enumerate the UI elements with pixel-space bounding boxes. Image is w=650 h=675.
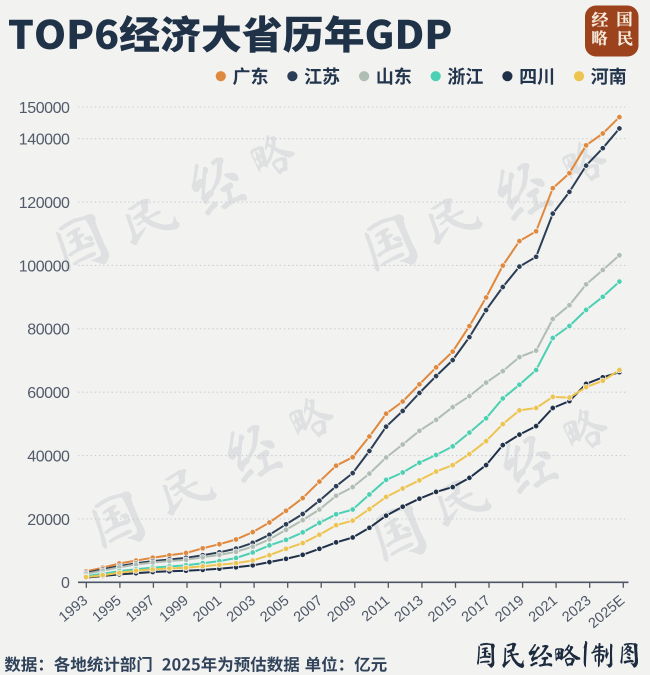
svg-text:20000: 20000 [27,512,70,529]
svg-text:120000: 120000 [19,195,70,212]
svg-text:100000: 100000 [19,258,70,275]
svg-text:2021: 2021 [526,593,561,626]
svg-text:1997: 1997 [123,593,158,626]
svg-text:40000: 40000 [27,449,70,466]
svg-text:1999: 1999 [157,593,192,626]
svg-text:2009: 2009 [325,593,360,626]
svg-text:2019: 2019 [492,593,527,626]
svg-text:80000: 80000 [27,322,70,339]
svg-text:2005: 2005 [257,593,292,626]
svg-text:2003: 2003 [224,593,259,626]
svg-text:1995: 1995 [90,593,125,626]
svg-text:2015: 2015 [425,593,460,626]
svg-text:2011: 2011 [359,593,393,625]
svg-text:2007: 2007 [291,593,326,626]
svg-text:2013: 2013 [392,593,427,626]
svg-text:60000: 60000 [27,385,70,402]
svg-text:140000: 140000 [19,132,70,149]
svg-text:2001: 2001 [190,593,225,626]
svg-text:1993: 1993 [56,593,91,626]
svg-text:2025E: 2025E [586,593,629,632]
svg-text:2017: 2017 [459,593,494,626]
svg-text:150000: 150000 [19,100,70,117]
svg-text:0: 0 [61,575,70,592]
